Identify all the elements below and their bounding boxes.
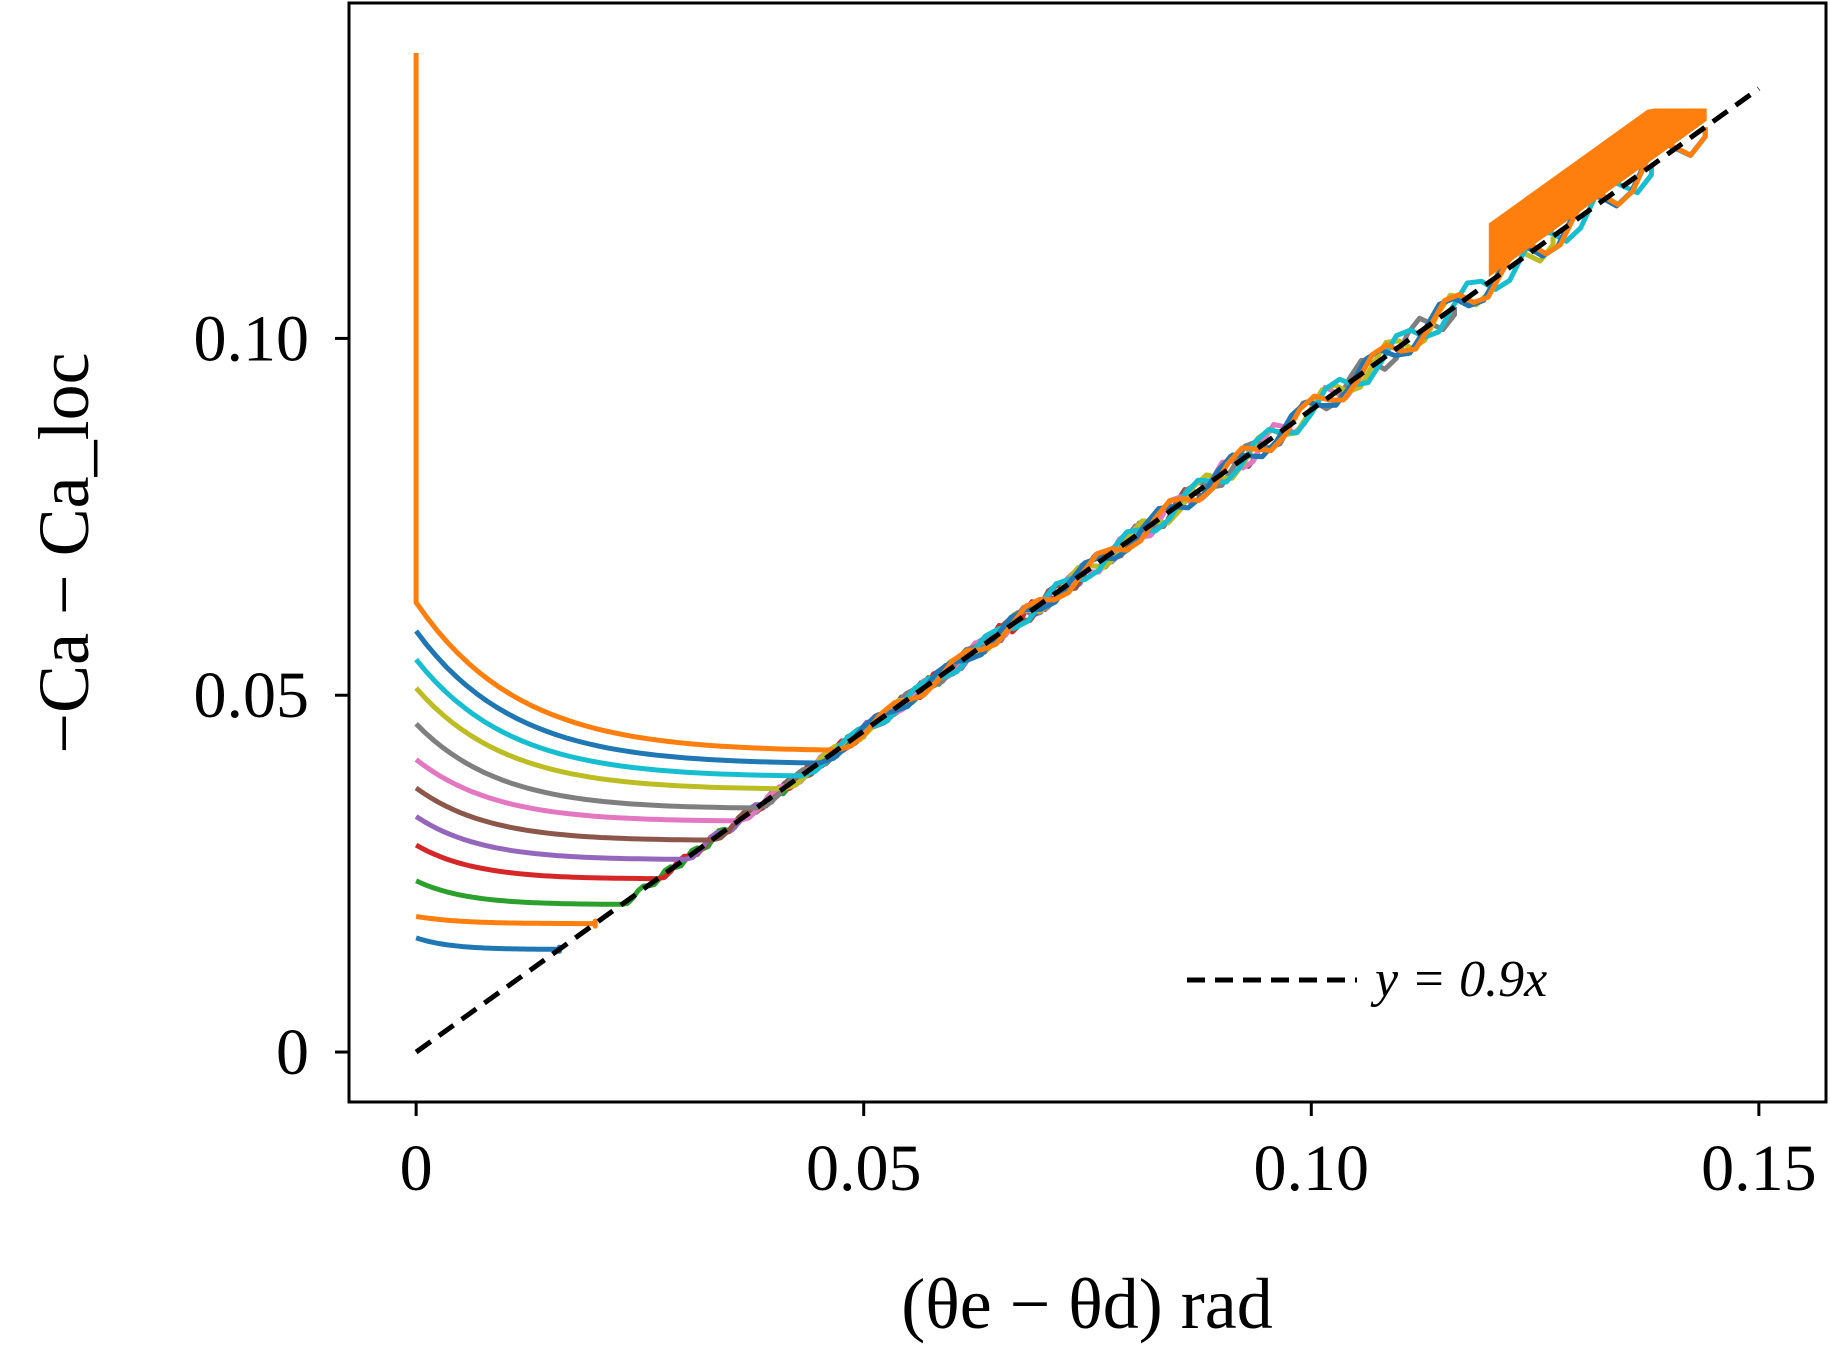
series-noise-band: [1488, 108, 1707, 278]
x-axis-title: (θe − θd) rad: [901, 1264, 1272, 1344]
reference-line: [414, 86, 1761, 1055]
y-tick-label: 0.10: [194, 302, 310, 375]
y-axis-title: −Ca − Ca_loc: [24, 352, 104, 753]
x-tick-label: 0: [400, 1132, 433, 1205]
legend-label: y = 0.9x: [1370, 951, 1547, 1008]
series-line: [413, 53, 1708, 753]
series-line: [414, 165, 1654, 779]
y-tick-label: 0.05: [194, 659, 310, 732]
x-tick-label: 0.10: [1254, 1132, 1370, 1205]
legend: y = 0.9x: [1187, 951, 1547, 1008]
reference-line-layer: [414, 86, 1761, 1055]
x-tick-label: 0.15: [1701, 1132, 1817, 1205]
x-tick-label: 0.05: [806, 1132, 922, 1205]
y-tick-label: 0: [276, 1016, 309, 1089]
x-axis-ticks: 0 0.05 0.10 0.15: [400, 1102, 1817, 1205]
y-axis-ticks: 0 0.05 0.10: [194, 302, 349, 1089]
series-line: [414, 127, 1708, 766]
series-line: [415, 914, 598, 929]
